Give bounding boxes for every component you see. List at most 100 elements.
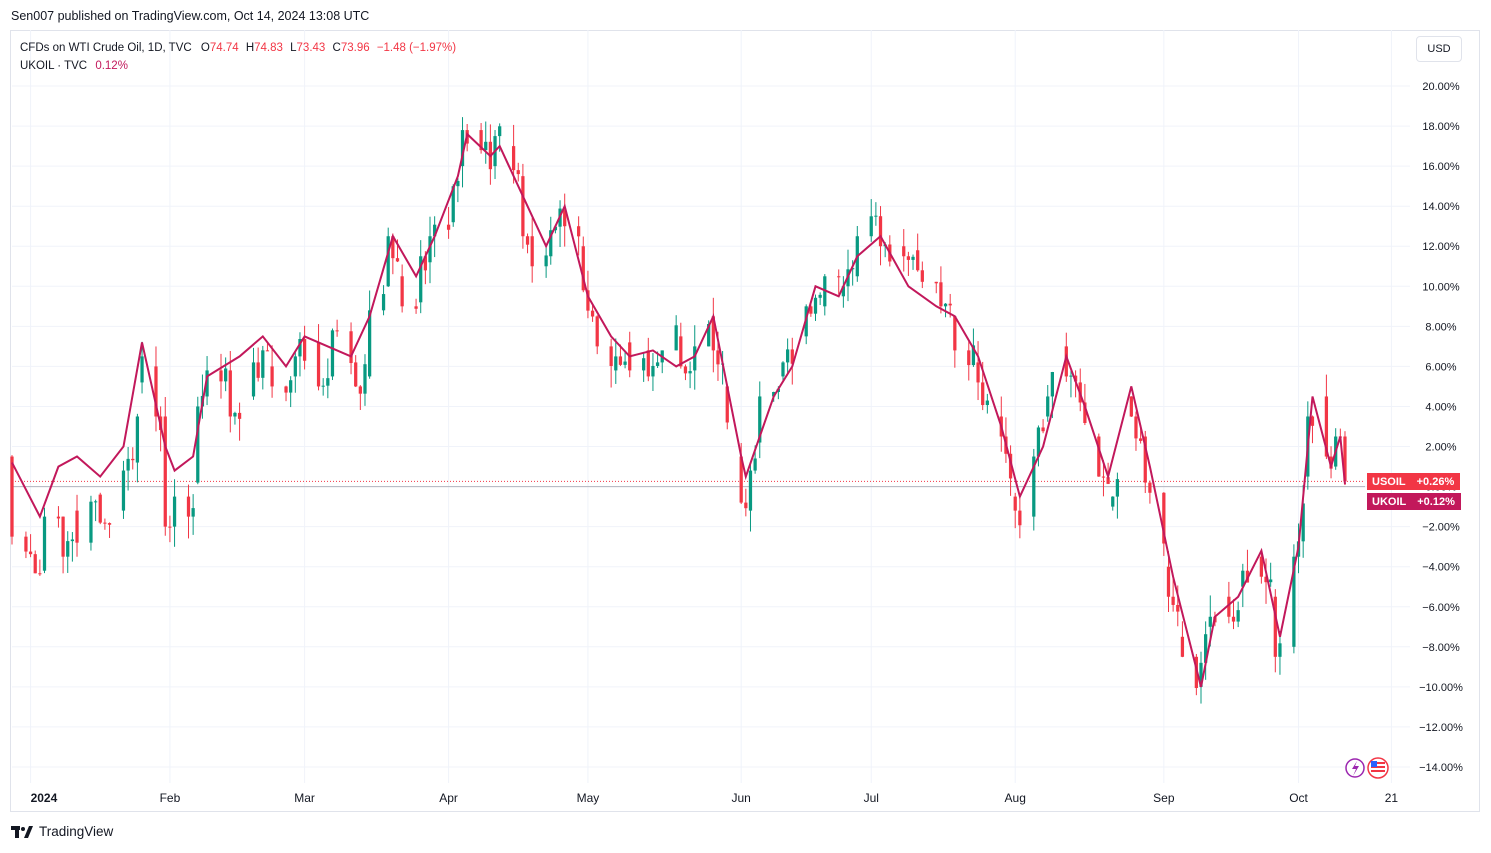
price-tag-usoil: USOIL +0.26% xyxy=(1367,473,1461,490)
tag-symbol-usoil: USOIL xyxy=(1367,473,1411,490)
candle-body xyxy=(395,258,400,262)
candle-body xyxy=(851,268,855,270)
candle-body xyxy=(609,346,613,367)
candle-body xyxy=(1083,402,1087,423)
candle-body xyxy=(758,396,762,443)
candle-body xyxy=(837,276,841,278)
candle-body xyxy=(655,362,660,366)
x-tick-label: Mar xyxy=(294,791,315,805)
candle-body xyxy=(256,362,260,378)
candle-body xyxy=(131,458,135,461)
candle-body xyxy=(349,331,353,364)
candle-body xyxy=(1106,477,1110,484)
ukoil-line xyxy=(11,132,1346,688)
candle-body xyxy=(1111,496,1115,507)
candle-body xyxy=(419,256,423,303)
candle-body xyxy=(711,316,715,351)
candle-body xyxy=(651,365,655,377)
candle-body xyxy=(1343,436,1347,482)
candle-body xyxy=(224,368,228,382)
candle-body xyxy=(544,255,548,267)
compare-icons[interactable] xyxy=(1345,757,1389,779)
legend-compare-value: 0.12% xyxy=(95,60,128,72)
candle-body xyxy=(140,356,144,383)
candle-body xyxy=(1018,510,1022,526)
candle-body xyxy=(1073,375,1078,382)
us-flag-icon[interactable] xyxy=(1367,757,1389,779)
y-tick-label: −4.00% xyxy=(1422,562,1460,574)
candle-body xyxy=(284,386,288,393)
close-prefix: C xyxy=(332,42,341,54)
candle-body xyxy=(911,256,915,260)
candle-body xyxy=(1097,436,1101,477)
candle-body xyxy=(451,186,455,223)
x-axis[interactable]: 2024 Feb Mar Apr May Jun Jul Aug Sep Oct 21 xyxy=(31,791,1399,805)
candle-body xyxy=(971,345,976,366)
y-tick-label: 2.00% xyxy=(1425,442,1456,454)
y-tick-label: 20.00% xyxy=(1422,81,1460,93)
candle-body xyxy=(623,361,627,365)
candle-body xyxy=(920,270,924,282)
tag-symbol-ukoil: UKOIL xyxy=(1367,493,1412,510)
candle-body xyxy=(530,236,534,267)
candle-body xyxy=(786,349,790,363)
candle-body xyxy=(581,246,585,291)
candle-body xyxy=(33,554,37,574)
y-tick-label: 12.00% xyxy=(1422,241,1460,253)
tradingview-logo-icon xyxy=(11,825,33,838)
open-prefix: O xyxy=(200,42,210,54)
candle-body xyxy=(679,336,683,367)
candle-body xyxy=(521,176,525,237)
candle-body xyxy=(103,522,107,524)
candle-body xyxy=(693,346,697,371)
candle-body xyxy=(1171,596,1175,605)
candle-body xyxy=(549,230,553,257)
candle-body xyxy=(1292,556,1296,647)
candle-body xyxy=(1199,662,1203,687)
candle-body xyxy=(228,370,232,417)
currency-button[interactable]: USD xyxy=(1416,36,1462,62)
candle-body xyxy=(1134,416,1138,439)
candle-body xyxy=(590,310,595,317)
candle-body xyxy=(1036,427,1041,457)
candle-body xyxy=(368,310,372,377)
candle-body xyxy=(196,406,200,483)
candle-body xyxy=(321,385,325,387)
y-axis[interactable]: 20.00% 18.00% 16.00% 14.00% 12.00% 10.00% 8.00… xyxy=(1419,81,1463,774)
tag-value-ukoil: +0.12% xyxy=(1411,493,1461,510)
x-tick-label: Aug xyxy=(1005,791,1026,805)
candle-body xyxy=(707,323,711,347)
candle-body xyxy=(498,126,502,137)
y-tick-label: −10.00% xyxy=(1419,682,1463,694)
candle-body xyxy=(577,226,581,237)
legend-secondary[interactable]: UKOIL · TVC 0.12% xyxy=(20,57,456,75)
candle-body xyxy=(688,371,692,374)
x-tick-label: Jul xyxy=(864,791,879,805)
footer[interactable]: TradingView xyxy=(11,824,113,839)
candle-body xyxy=(460,130,465,167)
candle-body xyxy=(772,392,776,397)
candle-body xyxy=(563,210,567,227)
y-tick-label: −8.00% xyxy=(1422,642,1460,654)
candle-body xyxy=(261,350,265,378)
y-tick-label: −12.00% xyxy=(1419,722,1463,734)
candle-body xyxy=(1204,634,1208,663)
candle-body xyxy=(298,338,302,357)
legend-primary[interactable]: CFDs on WTI Crude Oil, 1D, TVC O74.74 H7… xyxy=(20,39,456,57)
x-tick-label: Jun xyxy=(732,791,751,805)
candle-body xyxy=(289,380,293,393)
candle-body xyxy=(38,573,42,575)
candle-body xyxy=(781,362,785,377)
candle-body xyxy=(1050,372,1054,397)
candle-body xyxy=(316,342,321,387)
candle-body xyxy=(934,281,938,284)
lightning-icon[interactable] xyxy=(1345,758,1365,778)
candle-body xyxy=(1259,556,1264,577)
x-tick-label: 2024 xyxy=(31,791,58,805)
candle-body xyxy=(93,501,98,503)
close-value: 73.96 xyxy=(340,42,370,54)
usoil-candles xyxy=(10,117,1347,704)
ukoil-line-layer xyxy=(11,132,1346,688)
candle-body xyxy=(595,316,599,347)
